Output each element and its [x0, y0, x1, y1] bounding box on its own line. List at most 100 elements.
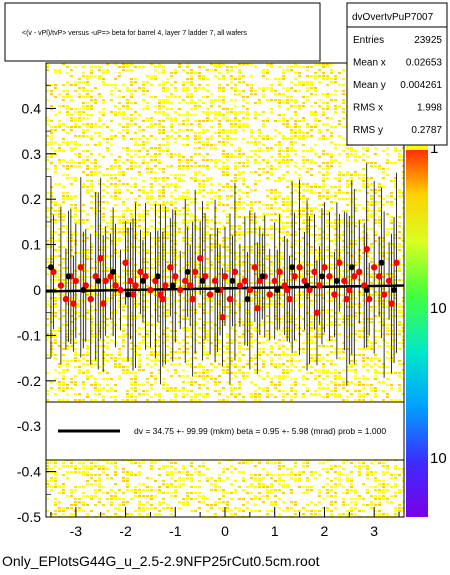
heat-cell [130, 81, 133, 83]
heat-cell [282, 345, 285, 347]
heat-cell [266, 471, 269, 473]
heat-cell [214, 207, 217, 209]
heat-cell [182, 327, 185, 329]
heat-cell [250, 486, 253, 488]
heat-cell [170, 510, 173, 512]
heat-cell [330, 72, 333, 74]
heat-cell [66, 333, 69, 335]
heat-cell [274, 270, 277, 272]
heat-cell [166, 345, 169, 347]
heat-cell [154, 147, 157, 149]
heat-cell [142, 213, 145, 215]
heat-cell [74, 375, 77, 377]
heat-cell [102, 387, 105, 389]
heat-cell [158, 153, 161, 155]
heat-cell [242, 276, 245, 278]
heat-cell [146, 234, 149, 236]
heat-cell [286, 375, 289, 377]
heat-cell [282, 393, 285, 395]
heat-cell [50, 258, 53, 260]
heat-cell [258, 132, 261, 134]
heat-cell [150, 126, 153, 128]
heat-cell [250, 492, 253, 494]
heat-cell [194, 396, 197, 398]
heat-cell [286, 126, 289, 128]
heat-cell [190, 81, 193, 83]
heat-cell [254, 153, 257, 155]
heat-cell [282, 75, 285, 77]
heat-cell [218, 111, 221, 113]
heat-cell [302, 351, 305, 353]
heat-cell [98, 393, 101, 395]
heat-cell [222, 87, 225, 89]
heat-cell [230, 351, 233, 353]
heat-cell [278, 102, 281, 104]
heat-cell [74, 348, 77, 350]
heat-cell [206, 369, 209, 371]
heat-cell [62, 225, 65, 227]
heat-cell [98, 366, 101, 368]
heat-cell [190, 378, 193, 380]
heat-cell [198, 84, 201, 86]
heat-cell [238, 462, 241, 464]
heat-cell [226, 129, 229, 131]
heat-cell [126, 159, 129, 161]
heat-cell [238, 69, 241, 71]
heat-cell [290, 354, 293, 356]
heat-cell [106, 84, 109, 86]
heat-cell [310, 147, 313, 149]
heat-cell [106, 462, 109, 464]
heat-cell [310, 366, 313, 368]
heat-cell [98, 249, 101, 251]
heat-cell [62, 486, 65, 488]
heat-cell [210, 267, 213, 269]
heat-cell [142, 390, 145, 392]
heat-cell [66, 225, 69, 227]
heat-cell [150, 387, 153, 389]
heat-cell [322, 183, 325, 185]
heat-cell [142, 495, 145, 497]
heat-cell [50, 333, 53, 335]
heat-cell [54, 483, 57, 485]
heat-cell [230, 360, 233, 362]
heat-cell [202, 351, 205, 353]
heat-cell [114, 366, 117, 368]
heat-cell [262, 135, 265, 137]
heat-cell [86, 483, 89, 485]
heat-cell [126, 369, 129, 371]
heat-cell [74, 504, 77, 506]
heat-cell [222, 372, 225, 374]
heat-cell [126, 168, 129, 170]
heat-cell [214, 147, 217, 149]
heat-cell [50, 129, 53, 131]
heat-cell [50, 480, 53, 482]
heat-cell [262, 468, 265, 470]
heat-cell [130, 399, 133, 401]
heat-cell [306, 207, 309, 209]
heat-cell [90, 174, 93, 176]
heat-cell [218, 183, 221, 185]
heat-cell [190, 123, 193, 125]
heat-cell [282, 354, 285, 356]
heat-cell [230, 249, 233, 251]
heat-cell [86, 345, 89, 347]
heat-cell [254, 465, 257, 467]
heat-cell [146, 249, 149, 251]
heat-cell [282, 231, 285, 233]
heat-cell [218, 300, 221, 302]
heat-cell [206, 159, 209, 161]
heat-cell [110, 129, 113, 131]
heat-cell [214, 285, 217, 287]
heat-cell [142, 147, 145, 149]
heat-cell [66, 465, 69, 467]
heat-cell [226, 282, 229, 284]
heat-cell [162, 378, 165, 380]
heat-cell [162, 501, 165, 503]
heat-cell [298, 135, 301, 137]
heat-cell [202, 234, 205, 236]
heat-cell [146, 102, 149, 104]
heat-cell [146, 507, 149, 509]
heat-cell [234, 363, 237, 365]
heat-cell [182, 123, 185, 125]
heat-cell [166, 186, 169, 188]
